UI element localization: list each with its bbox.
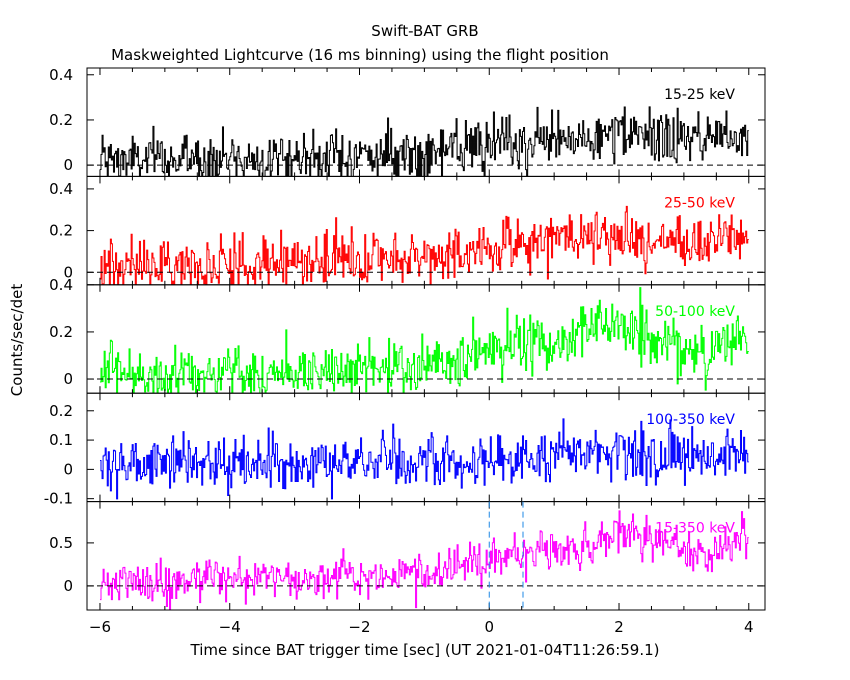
x-tick-label: −6 [89, 618, 111, 636]
band-label: 25-50 keV [664, 195, 735, 211]
x-tick-label: 2 [614, 618, 624, 636]
x-tick-label: −4 [219, 618, 241, 636]
band-label: 15-25 keV [664, 87, 735, 103]
band-label: 100-350 keV [646, 412, 735, 428]
y-tick-label: 0 [63, 156, 73, 174]
y-tick-label: 0.2 [49, 402, 73, 420]
panel-15-25-kev: 0 0.2 0.4 15-25 keV [49, 66, 766, 177]
panel-50-100-kev: 0 0.2 0.4 50-100 keV [49, 276, 766, 394]
y-tick-label: 0.2 [49, 323, 73, 341]
x-tick-label: 0 [484, 618, 494, 636]
y-tick-label: 0.4 [49, 180, 73, 198]
y-tick-label: 0.5 [49, 534, 73, 552]
x-tick-label: −2 [348, 618, 370, 636]
panels: 0 0.2 0.4 15-25 keV 0 0.2 0.4 25-50 keV 0 0.2 0.4 5… [44, 66, 766, 636]
y-tick-label: 0 [63, 577, 73, 595]
band-label: 50-100 keV [655, 304, 735, 320]
y-tick-label: 0.4 [49, 66, 73, 84]
series-line-100-350-kev [99, 418, 749, 500]
panel-15-350-kev: 0 0.5 15-350 keV [49, 501, 766, 611]
y-tick-label: 0.2 [49, 111, 73, 129]
y-tick-label: 0 [63, 460, 73, 478]
panel-25-50-kev: 0 0.2 0.4 25-50 keV [49, 175, 766, 286]
y-tick-label: -0.1 [44, 490, 73, 508]
panel-frame [86, 67, 766, 177]
x-axis-label: Time since BAT trigger time [sec] (UT 20… [190, 641, 660, 659]
series-line-15-25-kev [99, 106, 749, 177]
chart-subtitle: Maskweighted Lightcurve (16 ms binning) … [111, 46, 609, 64]
y-tick-label: 0.4 [49, 276, 73, 294]
y-axis-label: Counts/sec/det [8, 284, 26, 397]
panel-100-350-kev: -0.1 0 0.1 0.2 100-350 keV [44, 392, 766, 508]
series-line-50-100-kev [99, 287, 749, 394]
y-tick-label: 0.2 [49, 222, 73, 240]
y-tick-label: 0.1 [49, 431, 73, 449]
x-tick-label: 4 [744, 618, 754, 636]
chart-title: Swift-BAT GRB [371, 22, 478, 40]
y-tick-label: 0 [63, 370, 73, 388]
y-tick-label: 0 [63, 263, 73, 281]
series-line-25-50-kev [99, 205, 749, 285]
series-line-15-350-kev [99, 510, 749, 611]
panel-frame [86, 501, 766, 611]
band-label: 15-350 keV [655, 521, 735, 537]
